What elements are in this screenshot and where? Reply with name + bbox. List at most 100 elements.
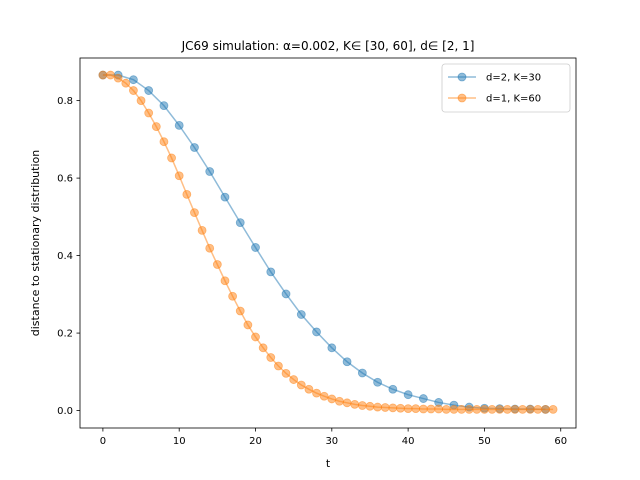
series-2-point [281,368,291,378]
legend-swatch-marker [457,93,467,103]
series-2-point [548,404,558,414]
legend-label: d=1, K=60 [486,94,541,105]
series-1-point [327,343,337,353]
series-2-point [533,404,543,414]
x-tick-label: 0 [100,436,106,447]
series-1-point [266,267,276,277]
series-2-point [541,404,550,414]
y-tick-label: 0.2 [57,329,73,340]
plot-frame [79,57,577,429]
legend: d=2, K=30 d=1, K=60 [441,63,571,113]
series-1-point [403,390,413,400]
series-2-point [212,260,222,269]
series-2-point [480,404,489,414]
x-axis-label: t [326,457,331,470]
series-1-point [418,394,428,403]
y-tick-label: 0.4 [57,251,73,262]
series-2-point [243,320,253,330]
series-2 [98,70,558,414]
series-1-point [251,243,260,252]
series-2-point [357,401,367,410]
series-2-point [464,404,474,414]
x-tick-label: 10 [173,436,186,447]
series-2-point [319,391,329,401]
series-2-point [434,404,444,414]
series-2-point [510,404,520,414]
series-2-point [304,384,314,394]
series-2-point [220,276,230,286]
x-tick-label: 60 [554,436,567,447]
series-2-point [228,291,238,301]
x-tick-label: 50 [478,436,491,447]
series-1-point [129,75,138,85]
series-2-point [335,396,344,406]
series-2-point [129,86,138,95]
series-2-point [365,401,375,411]
series-2-point [144,108,154,118]
series-2-point [388,403,398,413]
series-2-point [418,404,428,414]
legend-swatch-marker [457,72,467,82]
series-2-point [342,398,352,408]
series-2-point [403,404,413,414]
series-2-point [235,306,245,316]
series-2-point [296,380,306,390]
legend-item-1: d=2, K=30 [448,73,541,84]
series-1-point [159,101,169,111]
x-axis: 0 10 20 30 40 50 60 [100,428,567,447]
series-1-point [357,368,367,378]
series-1-point [144,86,154,95]
series-2-point [525,404,535,414]
series-2-point [457,404,466,414]
series-2-point [159,137,169,147]
series-2-point [472,404,482,414]
series-2-point [312,388,321,398]
chart-title: JC69 simulation: α=0.002, K∈ [30, 60], d… [181,39,475,53]
series-2-point [380,403,390,412]
plot-area [98,70,558,414]
series-1-point [312,327,321,337]
series-2-point [426,404,436,414]
series-2-point [113,73,123,83]
legend-item-2: d=1, K=60 [448,94,541,105]
series-2-point [258,343,268,353]
series-2-point [289,375,299,384]
series-2-point [396,403,405,413]
series-1-point [174,121,184,130]
x-tick-label: 30 [325,436,338,447]
series-1-point [342,357,352,367]
series-2-point [502,404,512,414]
series-1-point [373,377,383,387]
series-1-point [220,192,230,202]
legend-label: d=2, K=30 [486,73,541,84]
series-1-point [296,310,306,319]
series-2-point [327,394,337,404]
y-tick-label: 0.8 [57,96,73,107]
series-2-point [167,153,176,163]
series-2-point [151,122,161,131]
y-tick-label: 0.0 [57,406,73,417]
series-2-point [449,404,459,414]
series-2-point [106,70,115,80]
series-2-point [197,226,207,235]
x-tick-label: 20 [249,436,262,447]
y-axis-label: distance to stationary distribution [29,150,42,336]
series-2-point [441,404,451,414]
series-1-point [281,289,291,299]
series-2-point [518,404,527,414]
legend-box [441,63,571,113]
x-tick-label: 40 [402,436,415,447]
series-2-point [487,404,497,414]
series-2-point [136,96,146,106]
series-2-point [205,243,215,253]
series-2-point [373,402,383,412]
y-axis: 0.0 0.2 0.4 0.6 0.8 [57,96,80,417]
y-tick-label: 0.6 [57,174,73,185]
series-1-point [235,218,245,228]
series-2-point [190,208,199,217]
series-2-point [495,404,505,414]
series-2-point [266,353,276,362]
series-2-point [273,361,283,371]
series-2-point [98,70,108,80]
